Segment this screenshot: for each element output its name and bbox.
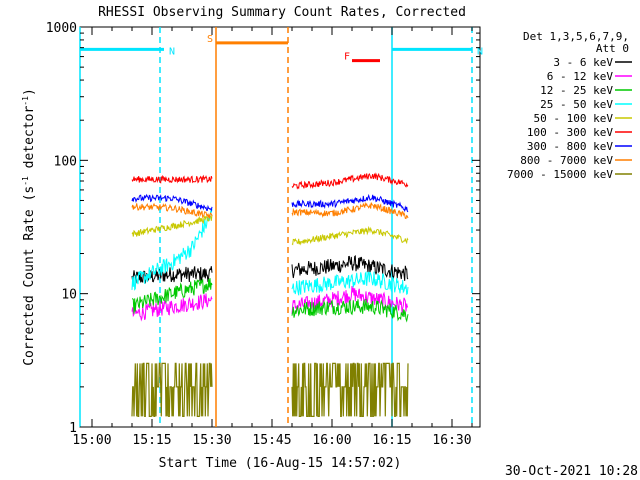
x-tick-label: 16:30 [432, 433, 471, 448]
annotation-label-F: F [344, 52, 350, 63]
series-line [291, 298, 409, 323]
x-tick-label: 16:15 [372, 433, 411, 448]
annotation-label-N: N [477, 46, 483, 57]
axes: 1 10 100 1000 15:00 15:15 15:30 15:45 16:00 16:15… [46, 21, 480, 448]
series-line [131, 278, 213, 314]
series-line [131, 193, 213, 212]
legend-entry-label: 7000 - 15000 keV [507, 168, 613, 181]
legend-entry-label: 12 - 25 keV [540, 84, 613, 97]
series-line [291, 193, 409, 213]
x-tick-label: 15:30 [192, 433, 231, 448]
series-line [291, 172, 409, 190]
y-tick-label: 100 [54, 154, 77, 169]
series-line [291, 362, 409, 417]
vertical-markers [79, 27, 473, 427]
legend-entry-label: 3 - 6 keV [553, 56, 613, 69]
legend-header-detectors: Det 1,3,5,6,7,9, [523, 30, 629, 43]
x-tick-label: 15:00 [72, 433, 111, 448]
annotation-label-S: S [207, 34, 213, 45]
date-stamp: 30-Oct-2021 10:28 [505, 464, 638, 479]
series-line [131, 293, 213, 322]
series-line [291, 201, 409, 220]
y-label-mid: detector [22, 106, 37, 177]
legend-entry-label: 800 - 7000 keV [520, 154, 613, 167]
x-tick-label: 15:15 [132, 433, 171, 448]
series-line [291, 225, 409, 246]
series-line [131, 266, 213, 284]
y-label-end: ) [22, 88, 37, 96]
x-tick-label: 15:45 [252, 433, 291, 448]
data-series [131, 172, 409, 417]
legend-entry-label: 100 - 300 keV [527, 126, 613, 139]
legend-entry-label: 6 - 12 keV [547, 70, 614, 83]
x-tick-label: 16:00 [312, 433, 351, 448]
legend-entry-label: 300 - 800 keV [527, 140, 613, 153]
series-line [131, 174, 213, 184]
series-line [131, 208, 213, 291]
y-label-sup-2: -1 [21, 96, 30, 106]
y-label-main: Corrected Count Rate (s [22, 186, 37, 366]
x-axis-label: Start Time (16-Aug-15 14:57:02) [159, 456, 402, 471]
annotation-label-N: N [169, 46, 175, 57]
y-axis-label: Corrected Count Rate (s-1 detector-1) [21, 88, 37, 366]
time-range-annotations: N N S F [80, 34, 483, 63]
legend-entry-label: 25 - 50 keV [540, 98, 613, 111]
y-tick-label: 1000 [46, 21, 77, 36]
y-label-sup-1: -1 [21, 176, 30, 186]
series-line [131, 202, 213, 219]
legend-entry-label: 50 - 100 keV [534, 112, 614, 125]
series-line [291, 254, 409, 281]
chart-title: RHESSI Observing Summary Count Rates, Co… [98, 5, 466, 20]
legend-header-attenuator: Att 0 [596, 42, 629, 55]
y-tick-label: 1 [69, 421, 77, 436]
series-line [291, 270, 409, 296]
y-tick-label: 10 [61, 288, 77, 303]
series-line [131, 362, 213, 417]
series-line [131, 214, 213, 237]
